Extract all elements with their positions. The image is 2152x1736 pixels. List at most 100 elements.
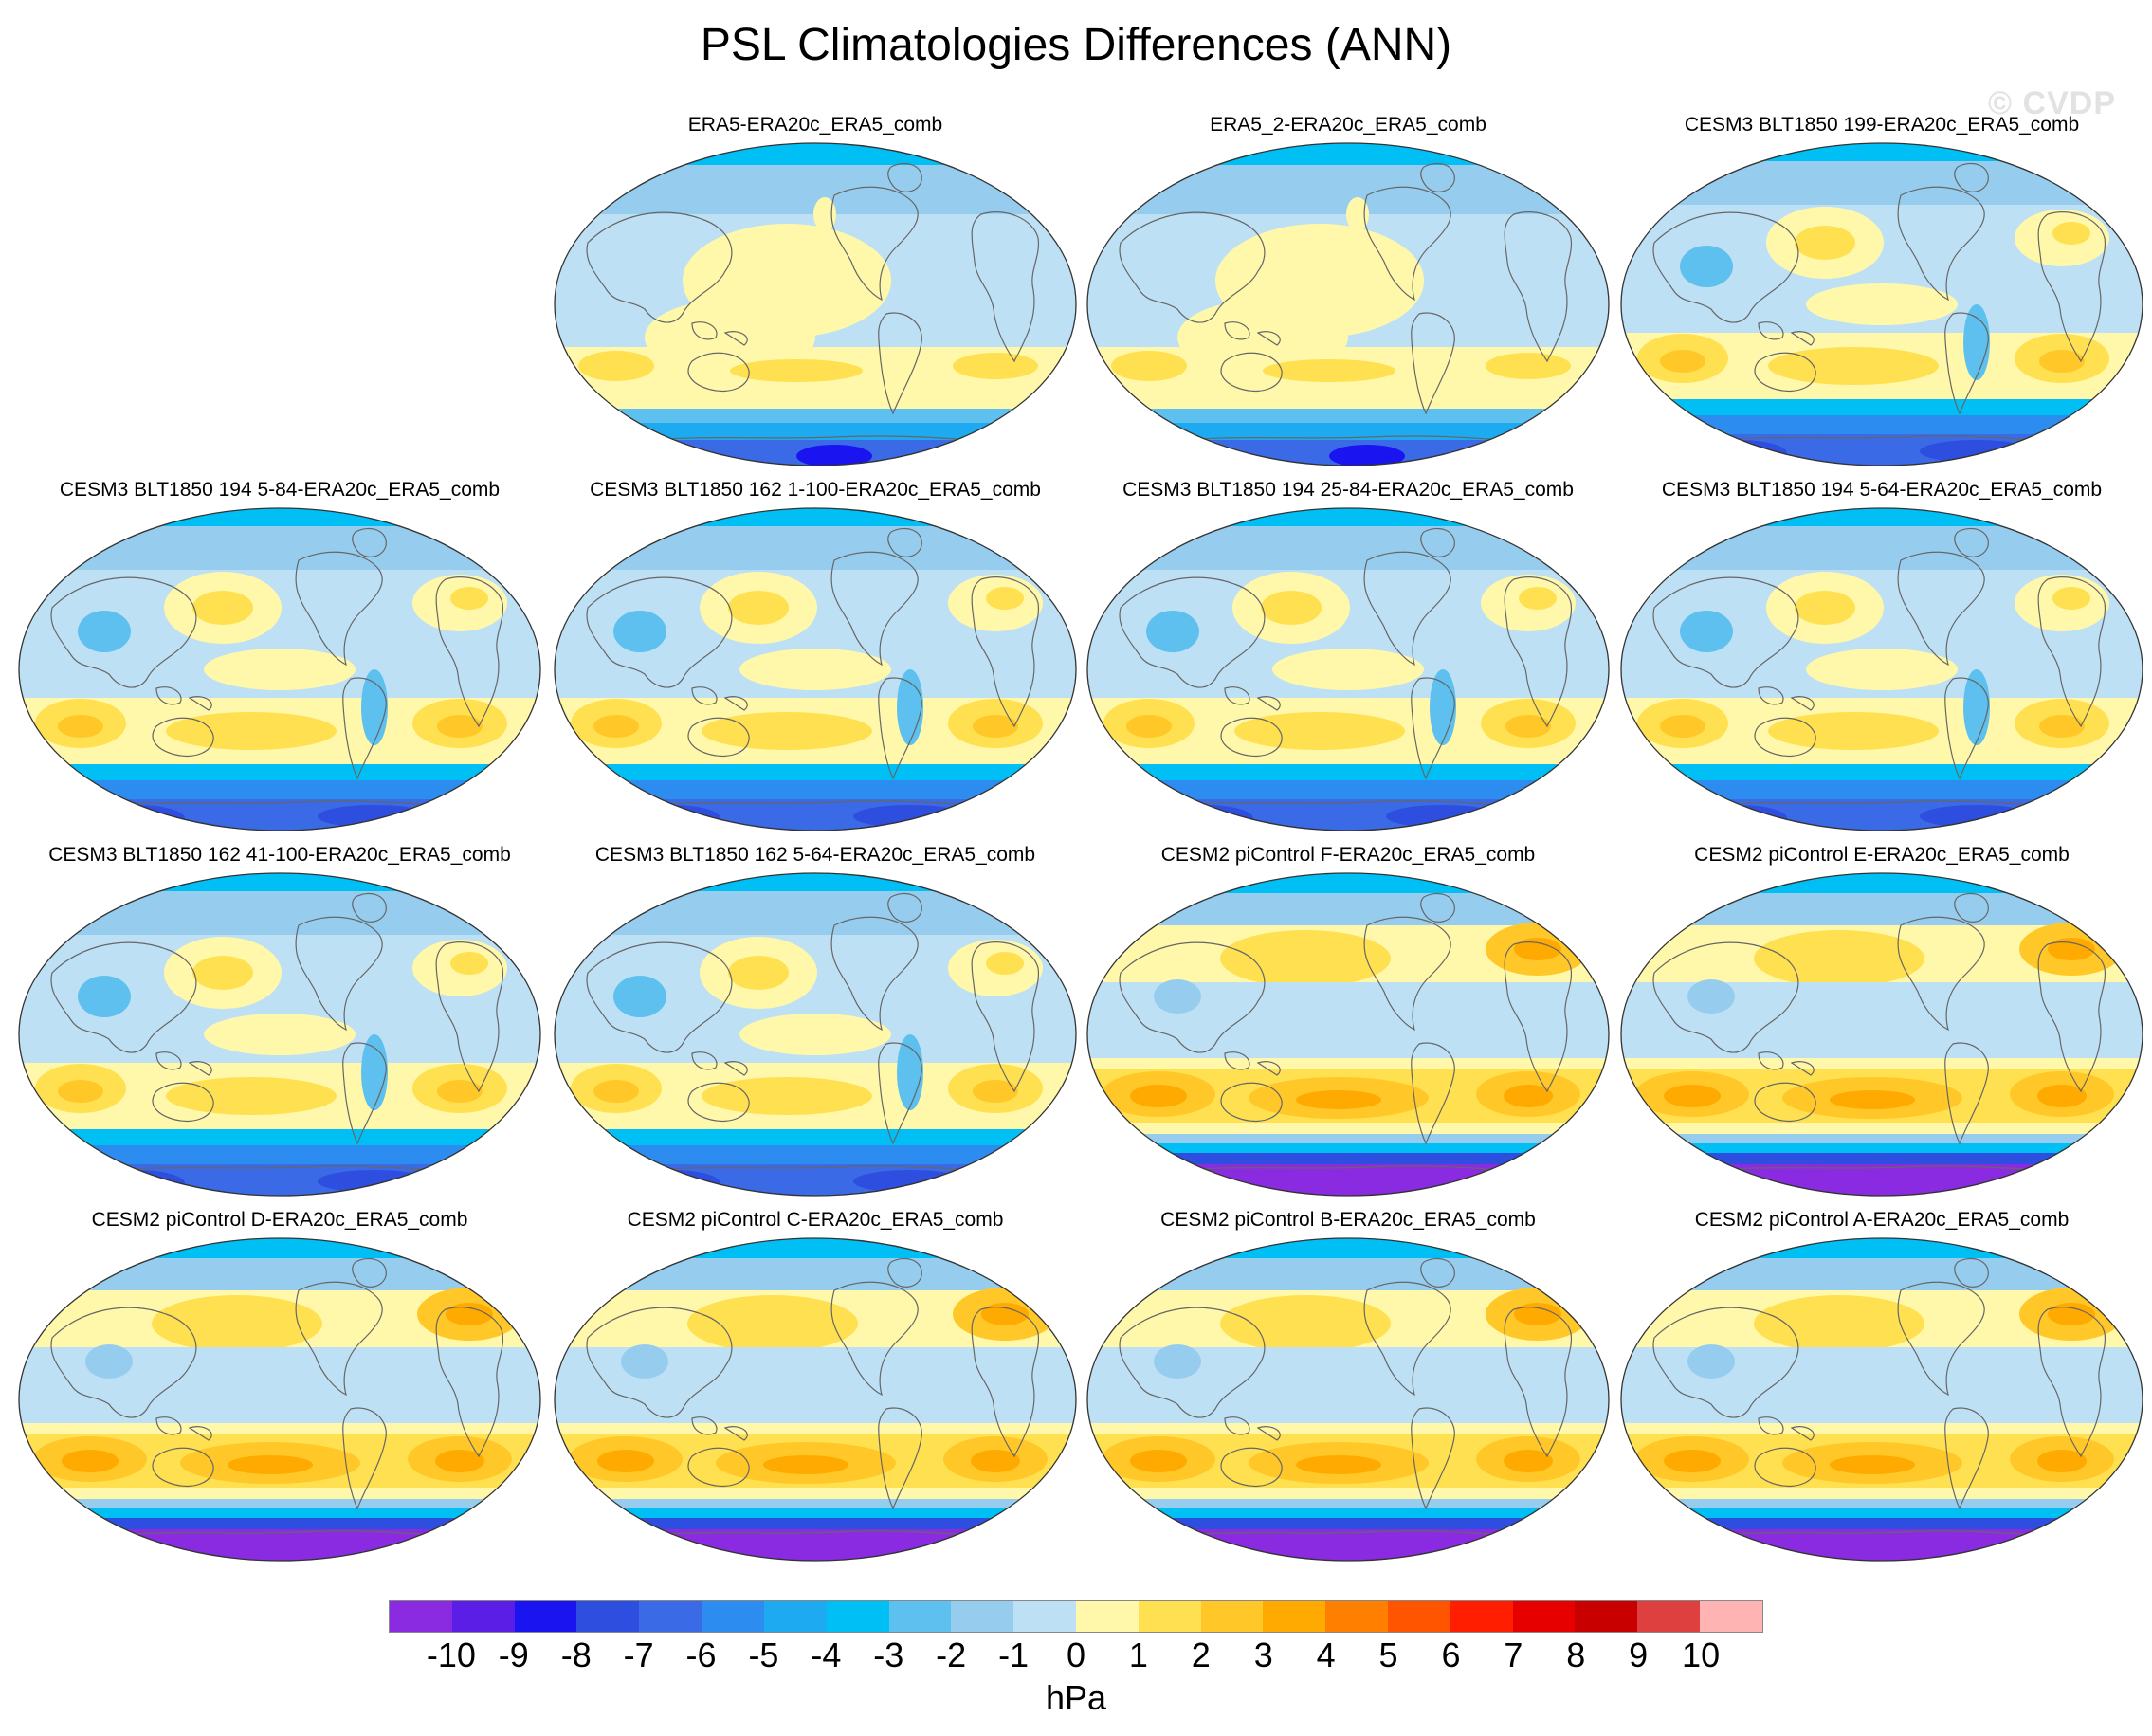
band-antarctic-1 xyxy=(1621,1518,2143,1529)
coastline-north-america xyxy=(1363,551,1451,667)
coastline-maritime-continent xyxy=(1224,1051,1281,1076)
coastline-asia xyxy=(50,941,197,1053)
coastline-europe-africa xyxy=(2037,941,2106,1093)
coastline-greenland xyxy=(887,1257,922,1288)
map-outline xyxy=(1620,1237,2143,1562)
colorbar-tick-label: -1 xyxy=(998,1635,1030,1674)
coastline-maritime-continent xyxy=(1758,1416,1815,1441)
blob-tibet xyxy=(1146,611,1199,652)
blob-south-indian-core xyxy=(1660,350,1705,373)
band-arctic xyxy=(1087,143,1609,165)
coastline-asia xyxy=(586,941,733,1053)
colorbar-segment xyxy=(390,1601,452,1632)
blob-south-pacific xyxy=(702,1077,872,1115)
coastline-europe-africa xyxy=(2037,211,2106,363)
blob-north-pacific xyxy=(687,1295,858,1352)
blob-south-pacific-core xyxy=(1830,1090,1915,1109)
map-outline xyxy=(1086,507,1610,831)
blob-south-indian xyxy=(1111,351,1187,381)
coastline-greenland xyxy=(1420,1257,1455,1288)
robinson-map xyxy=(1086,872,1610,1197)
band-arctic xyxy=(555,873,1076,891)
coastline-north-america xyxy=(830,916,919,1032)
coastline-australia xyxy=(1220,352,1283,392)
robinson-map xyxy=(1620,1237,2143,1562)
blob-antarctic-low-2 xyxy=(853,1170,967,1193)
blob-north-pacific-core xyxy=(192,591,253,625)
coastline-north-america xyxy=(1897,916,1985,1032)
band-subantarctic-2 xyxy=(19,1508,540,1518)
colorbar-tick-label: 4 xyxy=(1316,1635,1336,1674)
band-subantarctic-2 xyxy=(1087,1143,1609,1153)
band-arctic xyxy=(1087,873,1609,893)
blob-south-atlantic-core xyxy=(435,1450,484,1472)
map-panel: CESM2 piControl C-ERA20c_ERA5_comb xyxy=(550,1209,1081,1569)
blob-south-indian-core xyxy=(597,1450,654,1472)
panel-title: ERA5_2-ERA20c_ERA5_comb xyxy=(1210,114,1486,136)
blob-tibet xyxy=(85,1344,133,1379)
blob-south-pacific xyxy=(1768,347,1939,385)
band-subantarctic-2 xyxy=(555,1508,1076,1518)
blob-antarctic-low-2 xyxy=(1920,440,2033,463)
coastline-australia xyxy=(1220,1082,1283,1122)
blob-south-atlantic-core xyxy=(1504,1450,1553,1472)
band-arctic xyxy=(19,508,540,526)
colorbar-tick-label: -3 xyxy=(873,1635,904,1674)
blob-north-atlantic-core xyxy=(450,952,488,975)
blob-andes xyxy=(897,669,923,745)
band-antarctic-2 xyxy=(555,1529,1076,1561)
blob-alaska xyxy=(813,197,836,231)
coastline-antarctica xyxy=(634,1165,1006,1175)
blob-south-pacific xyxy=(730,359,863,382)
blob-antarctic-low-2 xyxy=(853,805,967,828)
blob-antarctic-low-1 xyxy=(1158,805,1253,831)
blob-south-atlantic xyxy=(1486,353,1571,379)
coastline-europe-africa xyxy=(1504,1307,1573,1458)
blob-tibet xyxy=(1154,979,1201,1014)
blob-tibet xyxy=(613,976,666,1017)
coastline-greenland xyxy=(1954,1257,1989,1288)
coastline-maritime-continent xyxy=(1224,321,1281,346)
band-arctic xyxy=(1621,143,2143,161)
band-arctic xyxy=(1621,873,2143,893)
blob-south-indian-core xyxy=(593,715,639,738)
colorbar-tick-label: -2 xyxy=(936,1635,967,1674)
map-outline xyxy=(1086,872,1610,1197)
coastline-south-america xyxy=(1411,677,1455,780)
coastline-north-america xyxy=(1897,551,1985,667)
robinson-map xyxy=(554,872,1077,1197)
map-panel: ERA5_2-ERA20c_ERA5_comb xyxy=(1083,114,1614,474)
map-panel: CESM3 BLT1850 194 5-84-ERA20c_ERA5_comb xyxy=(14,479,545,839)
blob-north-pacific xyxy=(1220,930,1391,987)
coastline-australia xyxy=(687,1082,750,1122)
coastline-australia xyxy=(1220,1447,1283,1487)
blob-tibet xyxy=(613,611,666,652)
blob-south-pacific-core xyxy=(763,1455,848,1474)
coastline-antarctica xyxy=(634,435,1006,445)
coastline-europe-africa xyxy=(435,941,504,1093)
coastline-asia xyxy=(1119,941,1266,1053)
coastline-australia xyxy=(152,717,214,757)
blob-south-atlantic-core xyxy=(2037,1085,2087,1107)
coastline-maritime-continent xyxy=(691,686,748,711)
band-subantarctic-2 xyxy=(1621,1508,2143,1518)
coastline-south-america xyxy=(1944,312,1989,415)
panel-title: CESM2 piControl A-ERA20c_ERA5_comb xyxy=(1694,1209,2070,1231)
colorbar-segment xyxy=(1575,1601,1638,1632)
colorbar-segment xyxy=(1637,1601,1701,1632)
band-antarctic-2 xyxy=(1087,799,1609,831)
colorbar xyxy=(389,1600,1763,1633)
map-panel: CESM2 piControl A-ERA20c_ERA5_comb xyxy=(1616,1209,2147,1569)
coastline-australia xyxy=(687,717,750,757)
coastline-australia xyxy=(1220,717,1283,757)
band-arctic xyxy=(1087,1238,1609,1258)
panel-title: CESM2 piControl B-ERA20c_ERA5_comb xyxy=(1160,1209,1536,1231)
map-outline xyxy=(1620,872,2143,1197)
blob-andes xyxy=(361,1034,388,1110)
panel-title: CESM3 BLT1850 162 41-100-ERA20c_ERA5_com… xyxy=(48,844,511,866)
blob-south-indian-core xyxy=(1126,715,1172,738)
coastline-europe-africa xyxy=(1504,576,1573,728)
blob-tropical-pacific xyxy=(739,649,891,690)
coastline-asia xyxy=(1119,211,1266,323)
blob-antarctic-low-2 xyxy=(1920,805,2033,828)
